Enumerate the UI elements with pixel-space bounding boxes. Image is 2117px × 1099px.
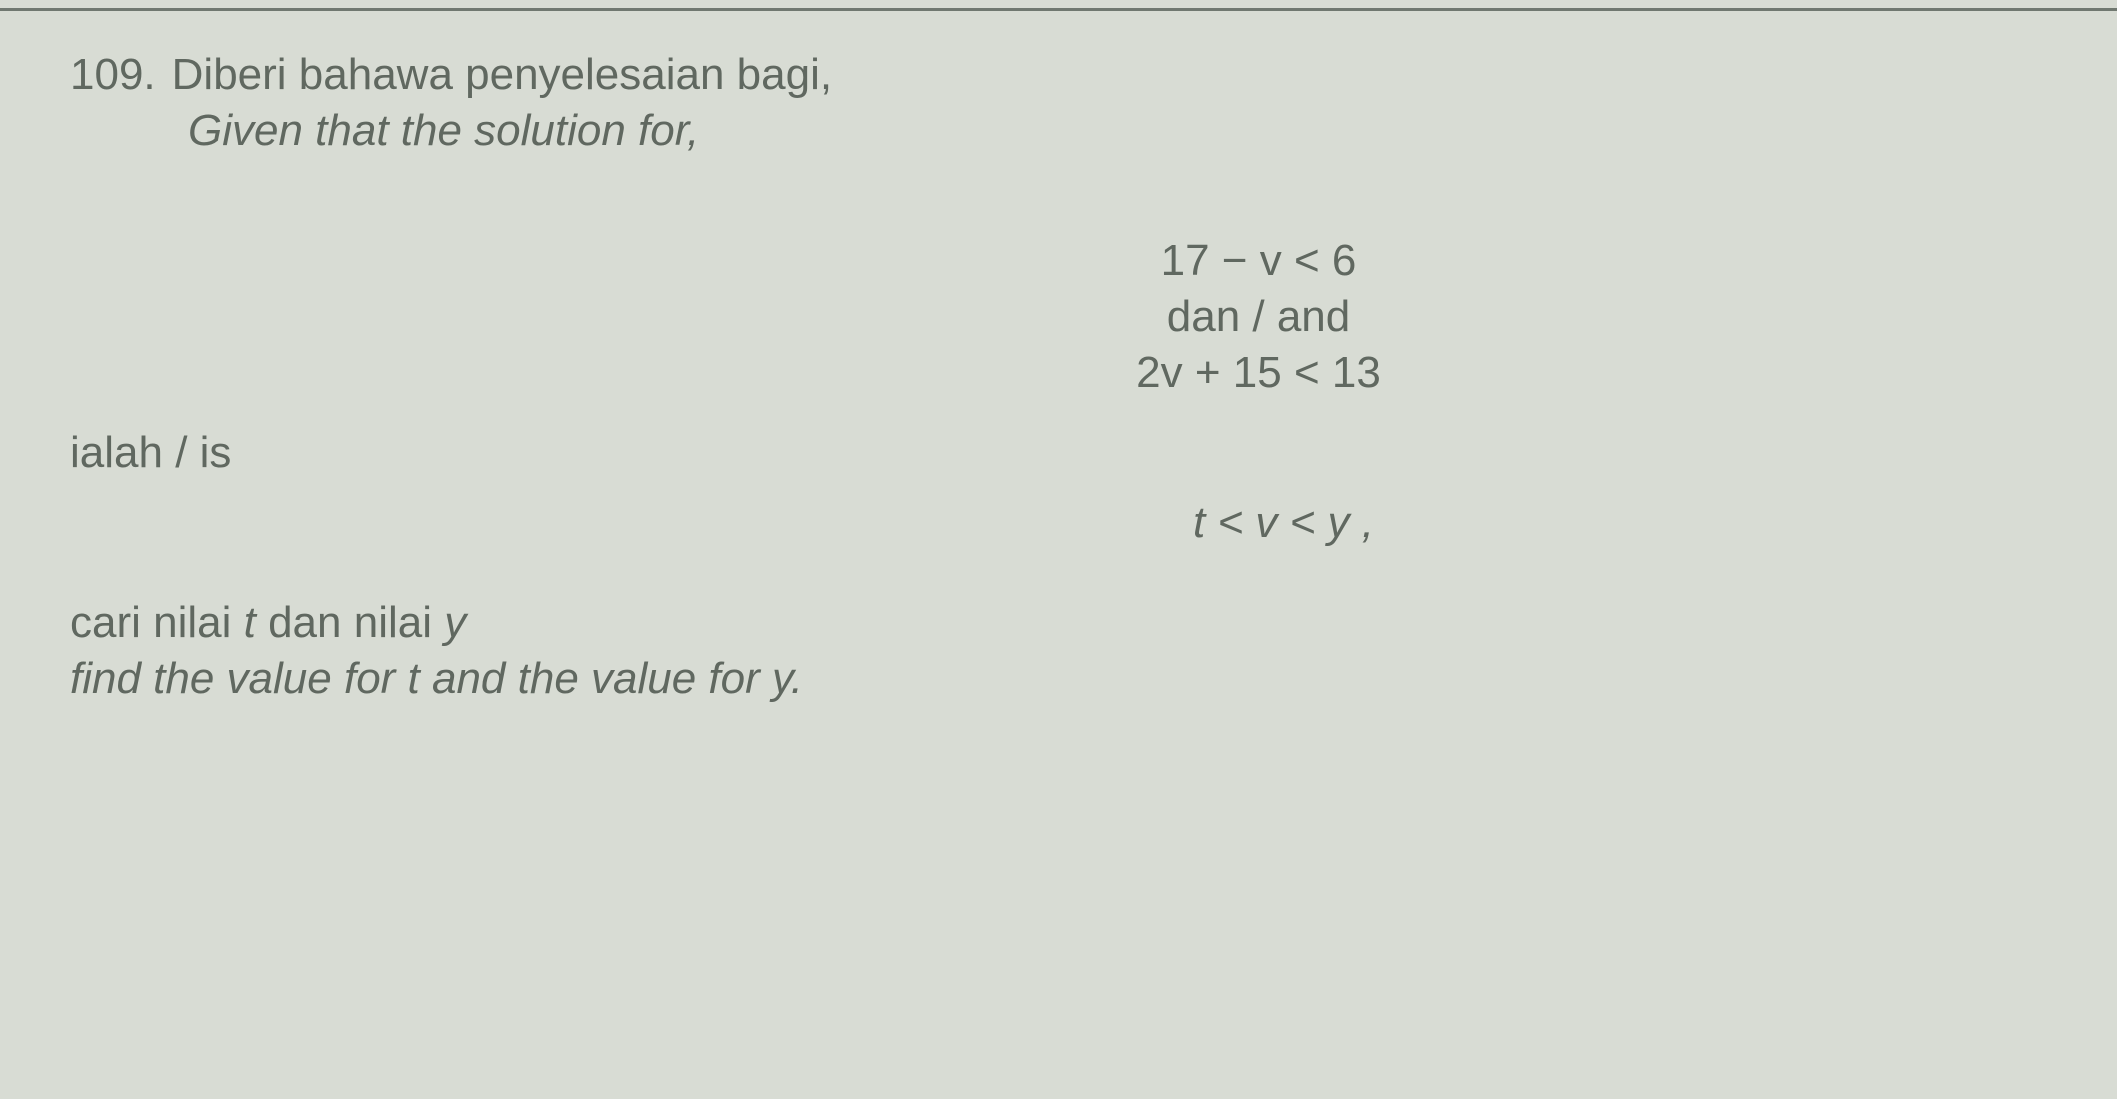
divider-line (0, 8, 2117, 11)
find-mid: dan nilai (256, 598, 444, 647)
find-prefix: cari nilai (70, 598, 244, 647)
equation-1: 17 − v < 6 (470, 236, 2047, 286)
question-text-english: Given that the solution for, (188, 106, 2047, 156)
var-t: t (244, 598, 256, 647)
question-content: 109. Diberi bahawa penyelesaian bagi, Gi… (70, 50, 2047, 1099)
solution-label: ialah / is (70, 428, 2047, 478)
question-number: 109. (70, 50, 156, 100)
solution-expression: t < v < y , (520, 498, 2047, 548)
equation-connector: dan / and (470, 292, 2047, 342)
question-text-malay: Diberi bahawa penyelesaian bagi, (172, 50, 832, 100)
var-y: y (444, 598, 466, 647)
question-header-row: 109. Diberi bahawa penyelesaian bagi, (70, 50, 2047, 100)
find-text-english: find the value for t and the value for y… (70, 654, 2047, 704)
equations-block: 17 − v < 6 dan / and 2v + 15 < 13 (470, 236, 2047, 398)
equation-2: 2v + 15 < 13 (470, 348, 2047, 398)
find-text-malay: cari nilai t dan nilai y (70, 598, 2047, 648)
